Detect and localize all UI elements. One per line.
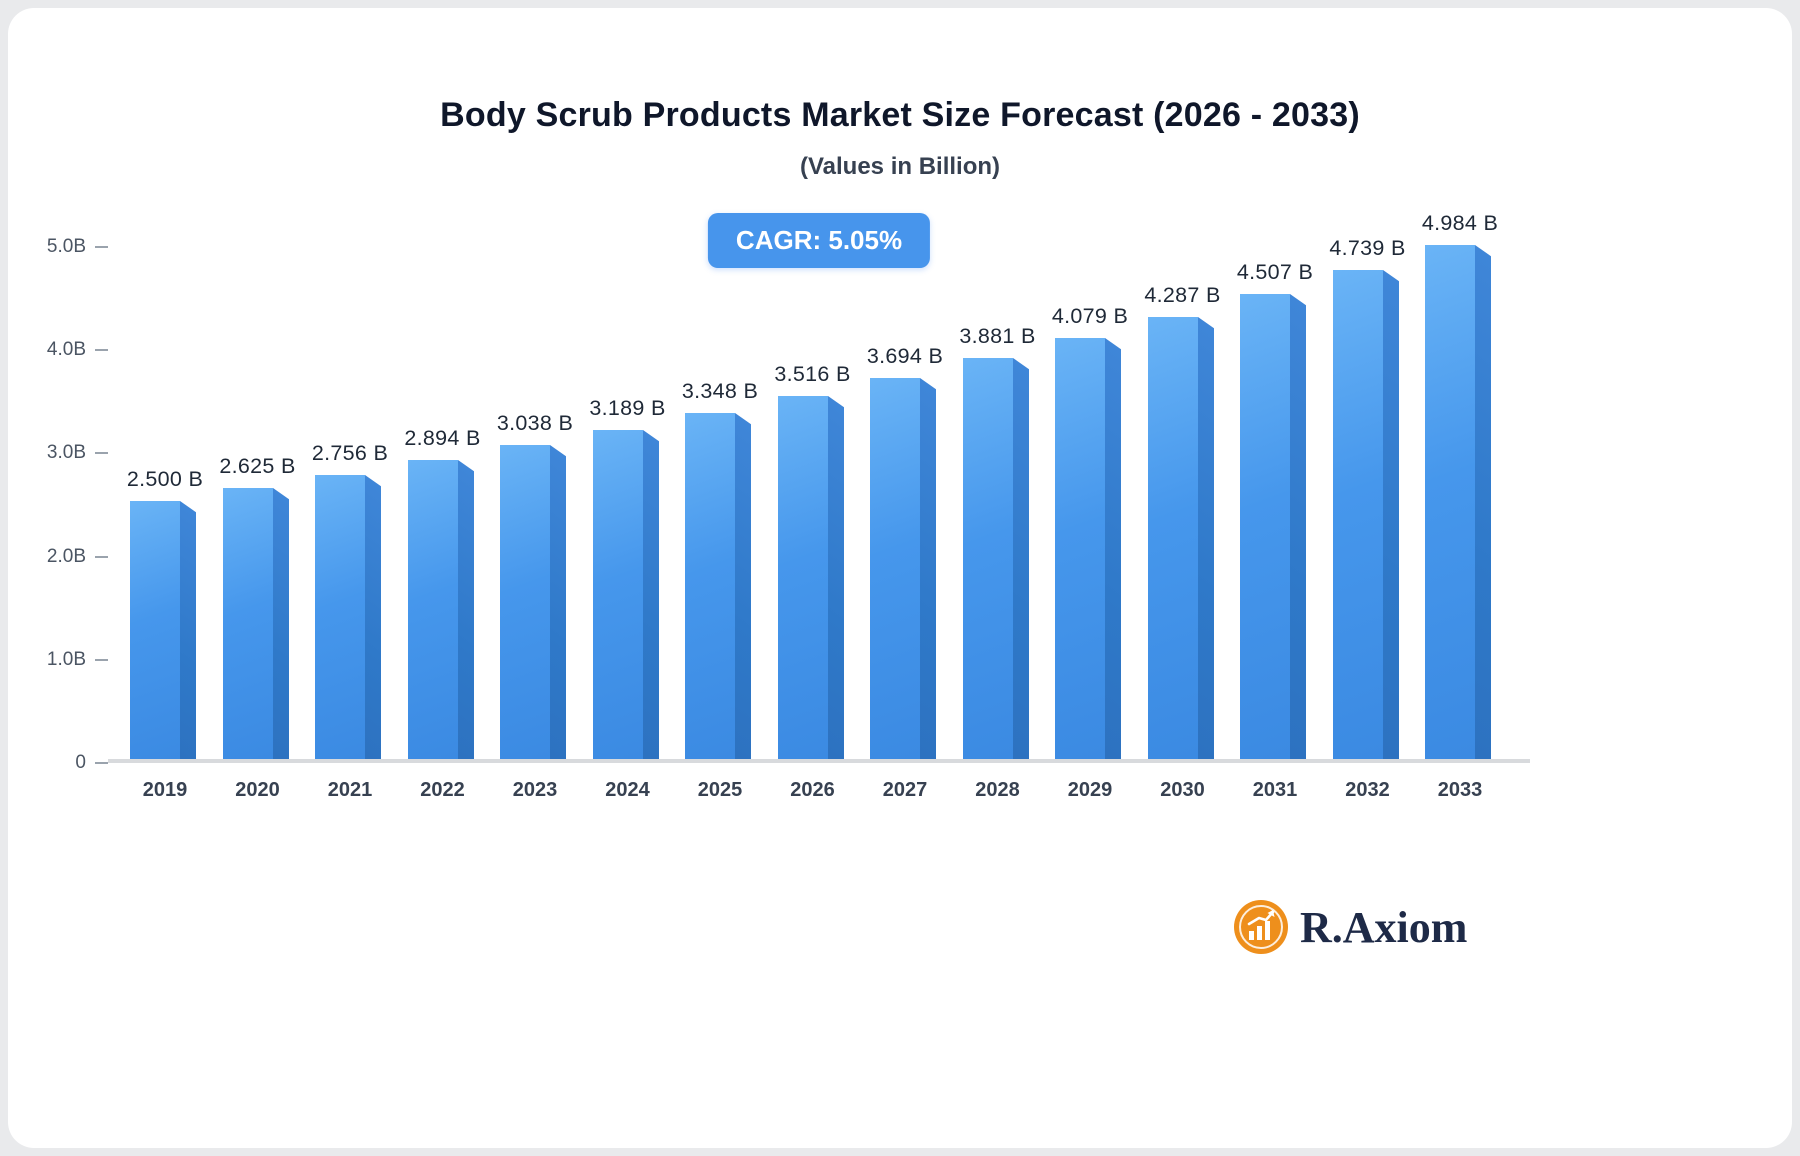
bar-2030: [1147, 317, 1198, 759]
bar-side-2032: [1382, 270, 1399, 759]
bar-2025: [685, 413, 735, 759]
y-axis-tick-mark: [95, 555, 108, 558]
y-axis-tick-label: 0: [75, 752, 86, 773]
y-axis-tick-label: 4.0B: [46, 339, 86, 361]
x-axis-label: 2029: [1067, 779, 1113, 801]
bar-2021: [315, 475, 365, 759]
y-axis-tick-mark: [95, 762, 108, 764]
x-axis-label: 2030: [1160, 779, 1205, 801]
x-axis-label: 2033: [1437, 779, 1483, 801]
bar-value-label: 3.516 B: [774, 362, 851, 386]
bars-layer: [108, 243, 1530, 759]
x-axis-label: 2025: [697, 779, 743, 801]
bar-2033: [1425, 245, 1475, 759]
bar-side-2031: [1290, 294, 1306, 759]
bar-value-label: 3.038 B: [496, 411, 574, 435]
y-axis-tick: 0: [75, 752, 108, 774]
y-axis-tick: 4.0B: [47, 339, 108, 361]
x-axis-label: 2024: [605, 779, 650, 801]
x-axis-label: 2020: [235, 779, 280, 801]
x-axis-label: 2021: [327, 779, 373, 801]
chart-area: 0 1.0B 2.0B 3.0B 4.0B 5.0B CAGR: 5.05% 2.500 …: [38, 211, 1530, 801]
bar-value-label: 3.348 B: [681, 379, 759, 403]
bar-side-2025: [735, 413, 751, 759]
y-axis: 0 1.0B 2.0B 3.0B 4.0B 5.0B: [38, 236, 108, 773]
bar-2031: [1240, 294, 1290, 759]
bar-2023: [500, 445, 550, 759]
bar-value-label: 2.894 B: [404, 426, 481, 450]
bar-value-label: 4.507 B: [1236, 260, 1314, 284]
y-axis-tick-mark: [95, 658, 108, 661]
bar-2019: [130, 501, 180, 759]
bar-side-2033: [1475, 245, 1491, 759]
bar-side-2020: [272, 488, 289, 759]
y-axis-tick-label: 5.0B: [46, 236, 86, 257]
x-axis-label: 2026: [790, 779, 835, 801]
bar-side-2028: [1012, 358, 1029, 759]
bar-2029: [1055, 338, 1105, 759]
bar-side-2023: [550, 445, 566, 759]
bar-value-label: 2.756 B: [311, 441, 389, 465]
y-axis-tick: 5.0B: [47, 236, 108, 258]
bar-2027: [870, 378, 920, 759]
chart-title: Body Scrub Products Market Size Forecast…: [440, 96, 1360, 134]
bar-2026: [777, 396, 828, 759]
x-axis-label: 2031: [1252, 779, 1298, 801]
bar-side-2022: [457, 460, 474, 759]
x-axis-label: 2022: [420, 779, 465, 801]
bar-value-label: 4.079 B: [1051, 304, 1129, 328]
chart-subtitle: (Values in Billion): [799, 153, 1001, 180]
bar-value-label: 4.739 B: [1329, 236, 1406, 260]
bar-2020: [222, 488, 273, 759]
bar-side-2027: [920, 378, 936, 759]
y-axis-tick: 3.0B: [47, 442, 108, 464]
bar-2032: [1332, 270, 1383, 759]
raxiom-logo-text: R.Axiom: [1300, 902, 1468, 952]
x-axis-label: 2028: [975, 779, 1020, 801]
y-axis-tick-mark: [95, 349, 108, 352]
bar-side-2030: [1197, 317, 1214, 759]
bar-side-2019: [180, 501, 196, 759]
cagr-badge: CAGR: 5.05%: [707, 213, 931, 268]
x-axis-label: 2027: [882, 779, 928, 801]
y-axis-tick: 2.0B: [47, 546, 108, 568]
x-axis-label: 2019: [142, 779, 188, 801]
bar-value-label: 3.881 B: [959, 324, 1036, 348]
bar-value-label: 2.500 B: [126, 467, 204, 491]
y-axis-tick-label: 2.0B: [46, 545, 86, 567]
bar-2028: [962, 358, 1013, 759]
bar-value-label: 3.694 B: [866, 344, 944, 368]
bar-chart-circle-icon: [1234, 900, 1288, 954]
chart-header: Body Scrub Products Market Size Forecast…: [8, 8, 1792, 181]
chart-card: Body Scrub Products Market Size Forecast…: [8, 8, 1792, 1148]
x-axis-label: 2023: [512, 779, 558, 801]
bar-2024: [592, 430, 643, 759]
y-axis-tick-label: 1.0B: [46, 648, 86, 670]
bar-value-label: 3.189 B: [589, 396, 666, 420]
y-axis-tick-mark: [95, 246, 108, 248]
x-axis-label: 2032: [1345, 779, 1390, 801]
bar-2022: [407, 460, 458, 759]
raxiom-logo: R.Axiom: [1232, 898, 1467, 956]
y-axis-tick-mark: [95, 452, 108, 455]
plot-area: CAGR: 5.05% 2.500 B 2019 2.625 B 2020 2.756 …: [108, 211, 1530, 801]
bar-value-label: 4.984 B: [1421, 211, 1499, 235]
bar-side-2024: [642, 430, 659, 759]
y-axis-tick: 1.0B: [47, 649, 108, 671]
bar-value-label: 2.625 B: [219, 454, 296, 478]
y-axis-tick-label: 3.0B: [46, 442, 86, 464]
bar-side-2021: [365, 475, 381, 759]
bar-side-2026: [827, 396, 844, 759]
bar-side-2029: [1105, 338, 1121, 759]
bar-value-label: 4.287 B: [1144, 283, 1221, 307]
